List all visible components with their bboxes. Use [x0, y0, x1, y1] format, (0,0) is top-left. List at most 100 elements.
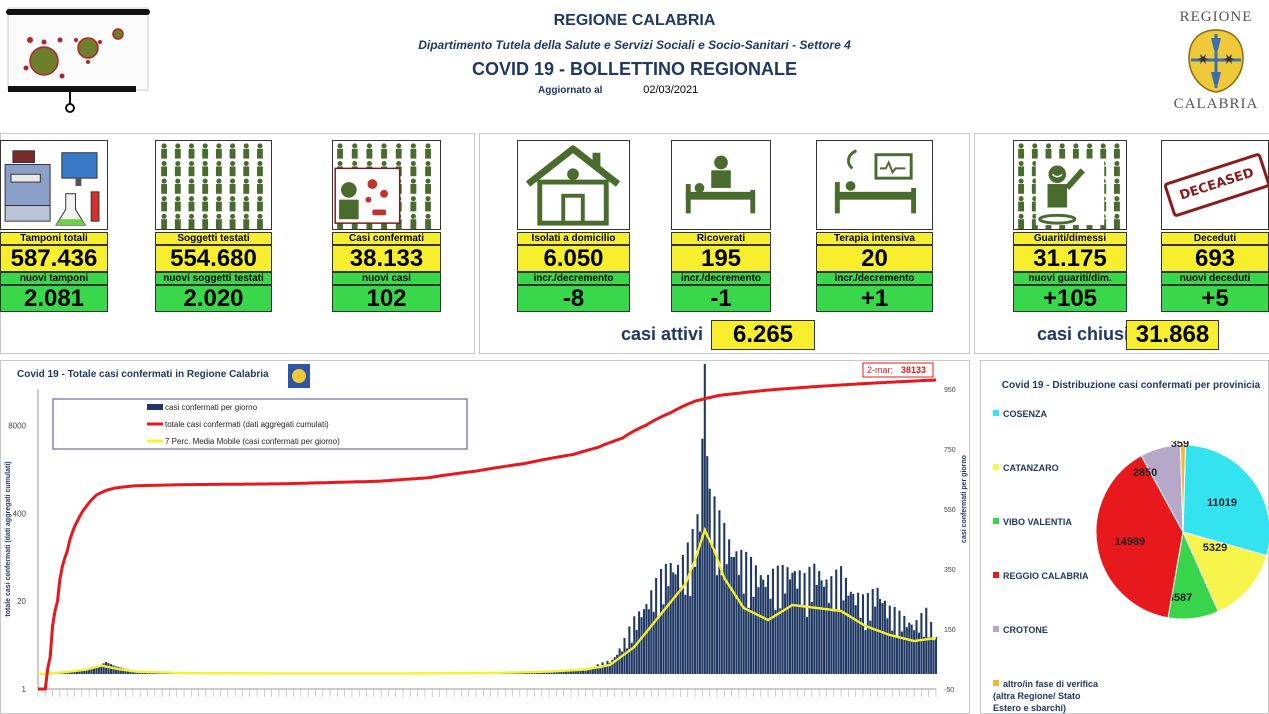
person-icon: [257, 213, 263, 229]
person-icon: [202, 196, 209, 212]
daily-case-bar: [611, 659, 614, 674]
daily-case-bar: [718, 510, 721, 674]
virus-illustration: [6, 7, 150, 113]
daily-case-bar: [866, 592, 869, 674]
daily-case-bar: [122, 668, 125, 674]
daily-case-bar: [124, 668, 127, 674]
daily-case-bar: [842, 600, 845, 674]
ricoverati-value: 195: [671, 245, 771, 272]
daily-case-bar: [835, 569, 838, 674]
daily-case-bar: [915, 620, 918, 674]
daily-case-bar: [864, 630, 867, 674]
pie-value-label: 5329: [1203, 542, 1227, 554]
daily-case-bar: [589, 668, 592, 674]
daily-case-bar: [647, 609, 650, 674]
daily-case-bar: [723, 522, 726, 674]
pie-value-label: 14989: [1115, 536, 1146, 548]
person-icon: [161, 178, 168, 194]
person-icon: [174, 196, 181, 212]
daily-case-bar: [750, 556, 753, 674]
daily-case-bar: [657, 617, 660, 674]
daily-case-bar: [552, 671, 555, 674]
daily-case-bar: [735, 551, 738, 674]
daily-case-bar: [97, 666, 100, 674]
right-tick-label: 550: [944, 507, 956, 514]
legend-label: COSENZA: [1003, 409, 1048, 419]
region-title: REGIONE CALABRIA: [553, 12, 716, 29]
daily-case-bar: [905, 627, 908, 674]
daily-case-bar: [874, 606, 877, 674]
daily-case-bar: [608, 662, 611, 674]
person-icon: [215, 143, 222, 159]
daily-case-bar: [820, 580, 823, 674]
daily-case-bar: [900, 631, 903, 674]
daily-case-bar: [859, 617, 862, 674]
person-icon: [1114, 196, 1120, 212]
terapia-label: Terapia intensiva: [816, 232, 933, 245]
daily-case-bar: [898, 610, 901, 674]
daily-case-bar: [737, 575, 740, 674]
casi-new-label: nuovi casi: [332, 272, 441, 285]
daily-case-bar: [730, 556, 733, 674]
deceduti-new-label: nuovi deceduti: [1161, 272, 1269, 285]
person-icon: [229, 213, 236, 229]
infected-person-icon: [332, 140, 441, 230]
daily-case-bar: [88, 668, 91, 674]
daily-case-bar: [742, 593, 745, 674]
daily-case-bar: [805, 617, 809, 674]
person-icon: [202, 160, 209, 177]
daily-case-bar: [852, 594, 855, 674]
daily-case-bar: [696, 514, 699, 674]
pie-slice: [1095, 454, 1184, 619]
moving-average-line: [37, 526, 937, 676]
daily-case-bar: [703, 363, 706, 674]
daily-case-bar: [117, 667, 120, 674]
daily-case-bar: [565, 670, 568, 674]
left-tick-label: 8000: [8, 422, 26, 431]
person-icon: [161, 196, 168, 212]
daily-case-bar: [555, 671, 558, 674]
chart-legend: casi confermati per giorno totale casi co…: [52, 398, 468, 450]
ricoverati-label: Ricoverati: [671, 232, 771, 245]
daily-case-bar: [881, 603, 884, 674]
person-icon: [202, 178, 209, 194]
pie-value-label: 11019: [1207, 497, 1237, 509]
daily-case-bar: [684, 594, 687, 674]
daily-case-bar: [119, 667, 122, 674]
daily-case-bar: [825, 579, 828, 674]
daily-case-bar: [601, 662, 604, 674]
active-cases-label: casi attivi: [621, 324, 704, 344]
daily-case-bar: [847, 595, 850, 674]
person-icon: [410, 143, 417, 159]
province-legend-item: COSENZA: [993, 408, 1103, 420]
legend-swatch-bars: [147, 404, 163, 410]
person-icon: [229, 178, 236, 194]
cases-chart: 1 20 400 8000 -50 150 350 550 750 950 totale casi …: [5, 362, 968, 697]
person-icon: [1114, 143, 1120, 159]
province-pie-chart: 11019 5329 3587 14989 2850 359: [1095, 441, 1269, 620]
daily-case-bar: [686, 542, 689, 674]
person-icon: [243, 143, 250, 159]
right-tick-label: 150: [944, 627, 956, 634]
daily-case-bar: [869, 620, 872, 674]
person-icon: [1114, 160, 1120, 177]
daily-case-bar: [910, 624, 913, 674]
person-icon: [425, 213, 431, 229]
person-icon: [215, 213, 222, 229]
legend-label: totale casi confermati (dati aggregati c…: [165, 420, 329, 429]
daily-case-bar: [623, 637, 626, 674]
person-icon: [215, 178, 222, 194]
daily-case-bar: [925, 607, 928, 674]
daily-case-bar: [779, 608, 782, 674]
soggetti-value: 554.680: [155, 245, 272, 272]
daily-case-bar: [664, 564, 667, 674]
person-icon: [243, 213, 250, 229]
pie-value-label: 359: [1171, 441, 1189, 450]
house-icon: [517, 140, 630, 230]
daily-case-bar: [698, 531, 701, 674]
pie-value-label: 2850: [1133, 467, 1157, 479]
daily-case-bar: [75, 670, 78, 674]
daily-case-bar: [861, 594, 865, 674]
annotation-date: 2-mar;: [867, 365, 893, 375]
daily-case-bar: [584, 668, 587, 674]
